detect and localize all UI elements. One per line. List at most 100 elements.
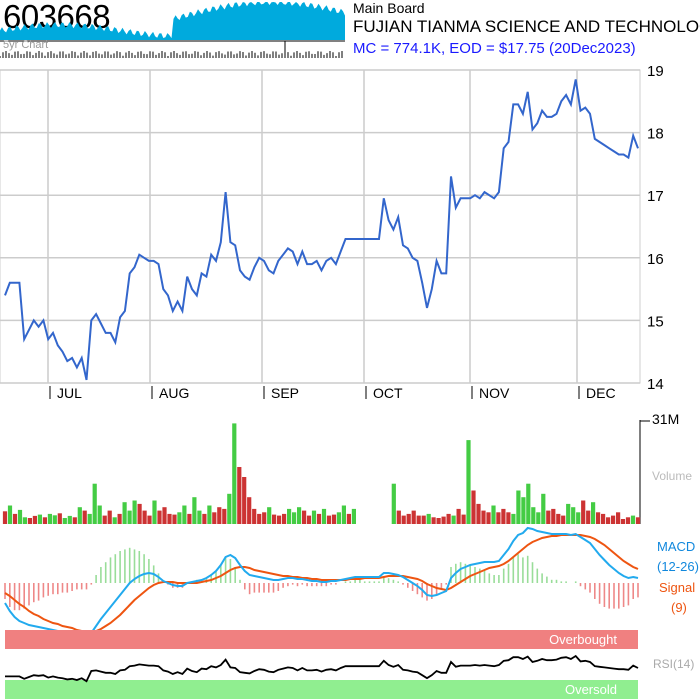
volume-bar [601,513,606,524]
volume-bar [411,510,416,524]
volume-bar [436,518,441,524]
volume-bar [591,502,596,524]
volume-bar [526,483,531,524]
volume-bar [7,505,13,524]
volume-bar [536,512,541,524]
volume-bar [257,513,262,524]
month-tick-label: DEC [586,385,616,401]
volume-bar [217,507,222,524]
sparkline-fill [0,2,345,40]
month-tick-label: NOV [479,385,510,401]
rsi-panel: Overbought Oversold [5,630,639,699]
volume-bar [222,508,227,524]
volume-bar [391,483,396,524]
volume-bar [541,493,546,524]
volume-bar [22,517,27,524]
volume-max-label: 31M [652,411,679,427]
volume-bar [102,515,107,524]
volume-panel [2,420,650,524]
volume-bar [625,517,631,524]
volume-bar [242,477,247,524]
volume-bar [346,513,351,524]
volume-label: Volume [652,469,692,483]
volume-bar [132,500,137,524]
volume-bar [227,493,232,524]
oversold-label: Oversold [565,682,617,697]
volume-bar [416,515,421,524]
volume-bar [481,510,486,524]
signal-line [4,534,639,633]
volume-bar [52,515,57,524]
volume-bar [252,508,257,524]
volume-bar [122,502,127,524]
price-tick-label: 19 [647,63,664,80]
macd-label: MACD [657,539,695,554]
volume-bar [82,510,87,524]
volume-bar [177,512,182,524]
volume-bar [247,497,252,524]
volume-bar [117,513,122,524]
volume-bar [47,513,52,524]
volume-bar [491,505,496,524]
volume-bar [12,513,18,524]
price-frame [0,69,641,384]
volume-bar [207,505,212,524]
volume-bar [272,514,277,524]
volume-bar [306,515,312,524]
volume-bar [461,514,466,524]
volume-bar [321,508,327,524]
volume-bar [107,510,112,524]
volume-bar [292,512,297,524]
volume-bar [516,490,521,524]
volume-bar [521,497,526,524]
volume-bar [471,490,476,524]
price-tick-label: 17 [647,188,664,205]
price-line [4,79,639,381]
volume-bar [302,510,307,524]
volume-bar [546,510,551,524]
volume-bar [476,503,481,524]
volume-bar [232,423,237,524]
volume-bar [596,512,601,524]
volume-bar [172,514,177,524]
volume-bar [142,510,147,524]
volume-bar [287,508,292,524]
volume-bar [611,515,616,524]
volume-bar [341,505,346,524]
macd-line [4,526,639,638]
volume-bar [421,515,426,524]
volume-bar [561,515,566,524]
sparkline-label: 5yr Chart [3,39,49,51]
volume-bar [97,505,102,524]
volume-bar [262,512,267,524]
volume-bar [531,507,536,524]
overbought-band [5,630,638,649]
volume-bar [57,513,62,524]
volume-bar [92,483,97,524]
volume-bar [446,513,451,524]
volume-bar [192,497,197,524]
board-label: Main Board [353,0,425,16]
volume-bar [127,510,132,524]
volume-bar [441,516,446,524]
price-tick-label: 18 [647,126,664,143]
volume-bar [152,500,157,524]
volume-bar [331,514,337,524]
volume-bar [267,507,272,524]
price-panel: 14 15 16 17 18 19 JUL AUG SEP OCT NOV DEC [0,63,664,401]
volume-bar [162,507,167,524]
volume-bar [182,505,187,524]
volume-bar [2,511,8,524]
volume-bar [282,513,287,524]
volume-bar [431,517,436,524]
volume-bar [586,510,591,524]
signal-params: (9) [671,600,687,615]
macd-panel [4,526,639,638]
volume-bar [576,512,581,524]
price-tick-label: 14 [647,376,664,393]
chart-header: 603668 5yr Chart Main Board FUJIAN TIANM… [0,0,700,64]
volume-bar [456,508,461,524]
macd-params: (12-26) [657,559,699,574]
volume-bar [511,513,516,524]
